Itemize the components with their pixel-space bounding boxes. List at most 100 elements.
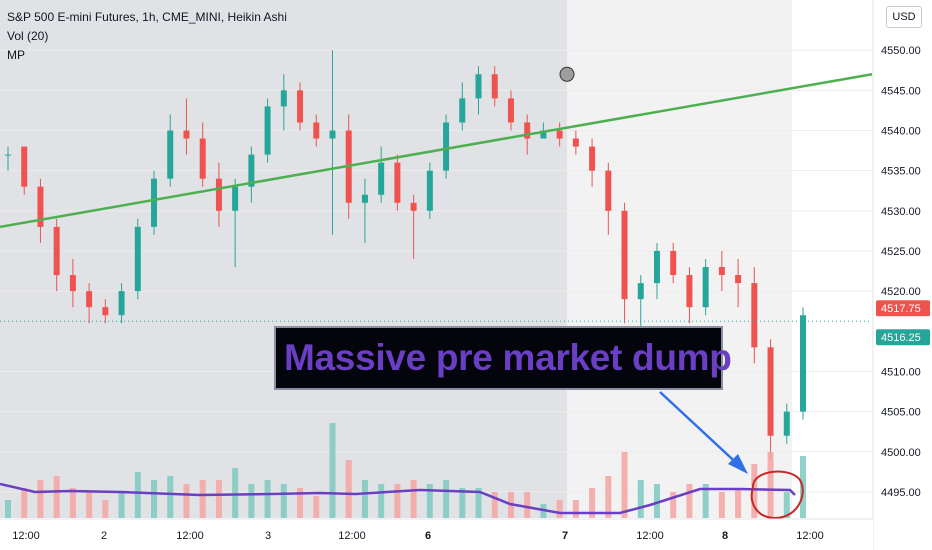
candle-body[interactable] [361,194,368,203]
volume-bar[interactable] [524,492,531,518]
candle-body[interactable] [37,186,44,227]
volume-bar[interactable] [556,500,563,518]
candle-body[interactable] [297,90,304,123]
volume-bar[interactable] [410,480,417,518]
volume-bar[interactable] [378,484,385,518]
candle-body[interactable] [686,275,693,308]
candle-body[interactable] [313,122,320,139]
candle-body[interactable] [524,122,531,139]
volume-bar[interactable] [86,492,93,518]
volume-bar[interactable] [767,452,774,518]
candle-body[interactable] [53,226,60,276]
volume-bar[interactable] [637,480,644,518]
volume-bar[interactable] [783,492,790,518]
candle-body[interactable] [183,130,190,139]
trendline[interactable] [0,73,873,229]
candle-body[interactable] [215,178,222,211]
candle-body[interactable] [572,138,579,147]
volume-bar[interactable] [232,468,239,518]
anchor-marker[interactable] [559,66,575,82]
volume-bar[interactable] [475,488,482,518]
candle-body[interactable] [735,275,742,284]
candle-body[interactable] [540,130,547,139]
volume-bar[interactable] [686,484,693,518]
volume-bar[interactable] [702,484,709,518]
volume-bar[interactable] [21,488,28,518]
volume-bar[interactable] [491,492,498,518]
volume-bar[interactable] [313,496,320,518]
volume-bar[interactable] [589,488,596,518]
volume-bar[interactable] [167,476,174,518]
volume-bar[interactable] [215,480,222,518]
volume-bar[interactable] [394,484,401,518]
volume-bar[interactable] [134,472,141,518]
symbol-title[interactable]: S&P 500 E-mini Futures, 1h, CME_MINI, He… [7,10,287,24]
volume-bar[interactable] [670,492,677,518]
candle-body[interactable] [443,122,450,171]
candle-body[interactable] [621,210,628,300]
candle-body[interactable] [459,98,466,123]
candle-body[interactable] [151,178,158,227]
volume-bar[interactable] [183,484,190,518]
annotation-callout[interactable]: Massive pre market dump [274,326,732,390]
candle-body[interactable] [475,74,482,99]
volume-bar[interactable] [199,480,206,518]
volume-bar[interactable] [329,423,336,518]
volume-bar[interactable] [361,480,368,518]
candle-body[interactable] [767,347,774,436]
candle-body[interactable] [718,267,725,276]
volume-bar[interactable] [653,484,660,518]
candle-body[interactable] [426,170,433,211]
candle-body[interactable] [783,411,790,436]
volume-indicator-label[interactable]: Vol (20) [7,29,49,43]
candle-body[interactable] [605,170,612,211]
volume-bar[interactable] [69,488,76,518]
candle-body[interactable] [280,90,287,107]
currency-button[interactable]: USD [886,6,922,28]
volume-bar[interactable] [621,452,628,518]
candle-body[interactable] [670,250,677,276]
candle-body[interactable] [264,106,271,155]
volume-bar[interactable] [53,476,60,518]
mp-indicator-label[interactable]: MP [7,48,25,62]
volume-bar[interactable] [264,480,271,518]
candle-body[interactable] [86,291,93,308]
candle-body[interactable] [329,130,336,139]
candle-body[interactable] [199,138,206,179]
volume-bar[interactable] [426,484,433,518]
candle-body[interactable] [556,130,563,139]
candle-body[interactable] [491,74,498,99]
volume-bar[interactable] [297,488,304,518]
candle-body[interactable] [134,226,141,292]
candle-body[interactable] [410,202,417,211]
candle-body[interactable] [653,250,660,284]
volume-bar[interactable] [345,460,352,518]
candle-body[interactable] [378,162,385,195]
candle-body[interactable] [118,291,125,316]
candle-body[interactable] [69,275,76,292]
volume-bar[interactable] [280,484,287,518]
candle-body[interactable] [21,146,28,187]
candle-body[interactable] [394,162,401,203]
candle-body[interactable] [702,267,709,308]
volume-bar[interactable] [751,464,758,518]
candle-body[interactable] [589,146,596,171]
candle-body[interactable] [751,283,758,348]
candle-body[interactable] [637,283,644,300]
candle-body[interactable] [800,315,806,412]
candle-body[interactable] [507,98,514,123]
volume-bar[interactable] [572,500,579,518]
volume-bar[interactable] [443,480,450,518]
volume-bar[interactable] [102,500,109,518]
volume-bar[interactable] [5,500,11,518]
volume-profile-line[interactable] [0,482,796,515]
candle-body[interactable] [232,186,239,211]
volume-bar[interactable] [459,488,466,518]
candle-body[interactable] [167,130,174,179]
volume-bar[interactable] [605,476,612,518]
volume-bar[interactable] [248,484,255,518]
volume-bar[interactable] [151,480,158,518]
volume-bar[interactable] [735,488,742,518]
volume-bar[interactable] [37,480,44,518]
